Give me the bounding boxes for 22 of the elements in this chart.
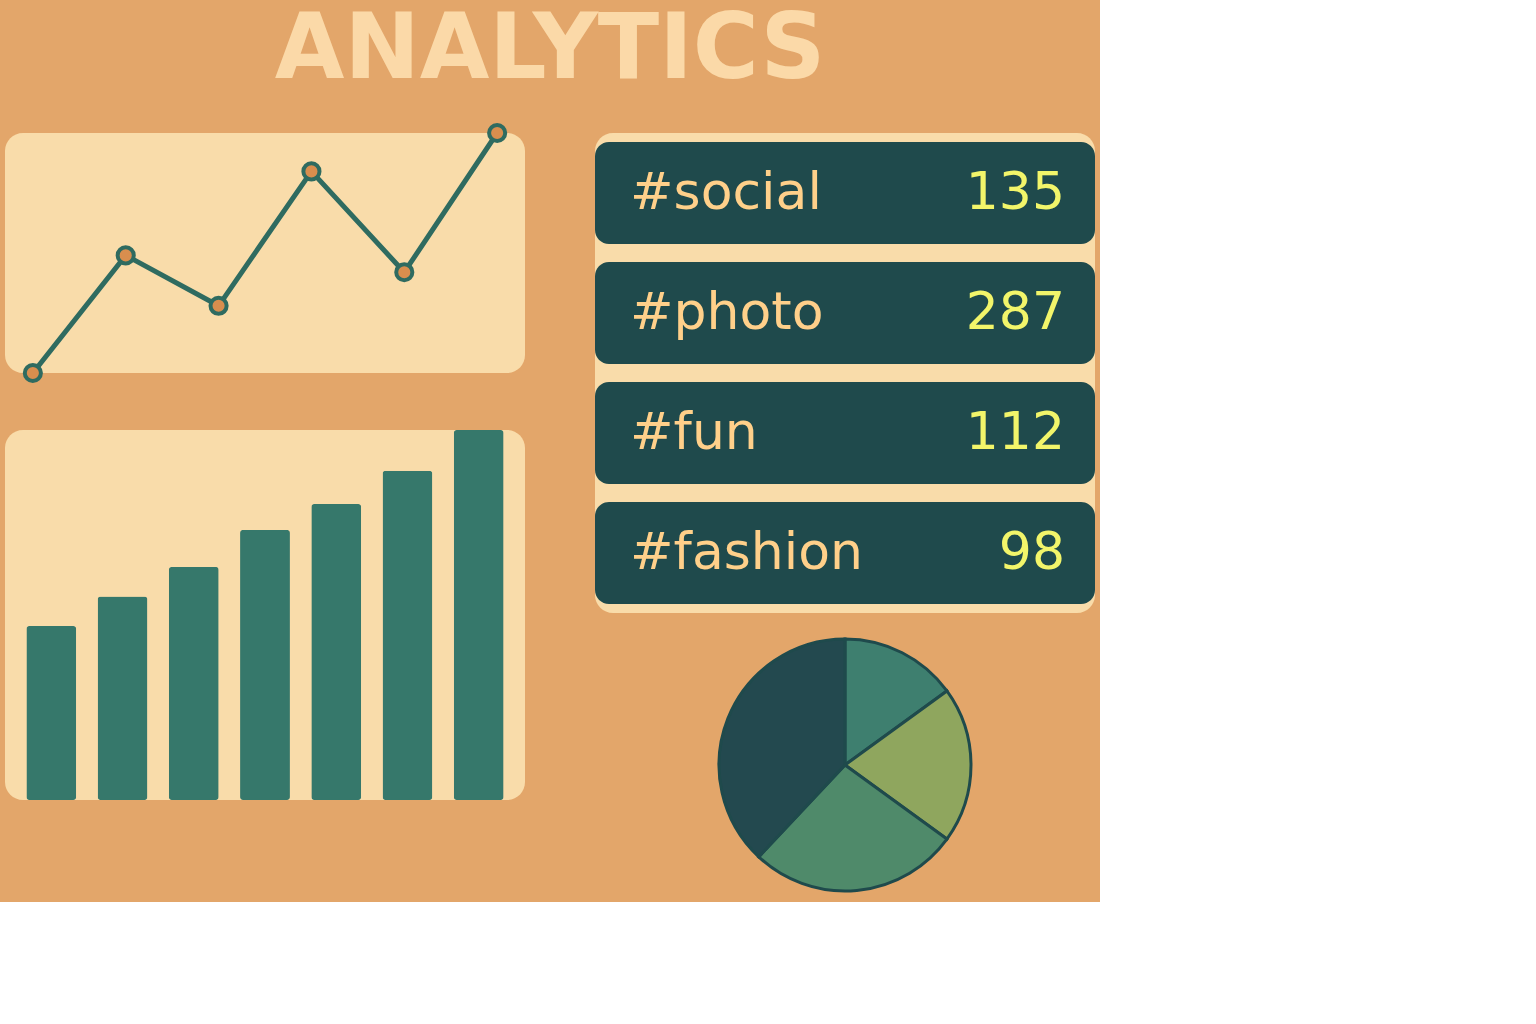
data-label: 98: [998, 521, 1065, 581]
bar: [168, 566, 219, 800]
category-label: #social: [630, 161, 822, 221]
point: [22, 362, 43, 384]
bar: [97, 596, 148, 800]
data-label: 135: [965, 161, 1065, 221]
point: [208, 295, 229, 316]
point: [301, 161, 322, 182]
data-label: 287: [965, 281, 1065, 341]
category-label: #photo: [630, 281, 824, 341]
data-label: 112: [965, 401, 1065, 461]
chart-title: ANALYTICS: [274, 0, 826, 99]
bar: [240, 529, 290, 800]
bar: [453, 430, 504, 800]
category-label: #fashion: [630, 521, 864, 581]
point: [394, 262, 415, 283]
bar: [382, 470, 433, 800]
point: [487, 122, 508, 144]
category-label: #fun: [630, 401, 758, 461]
bar: [26, 626, 77, 800]
point: [115, 245, 136, 266]
bar: [311, 504, 362, 800]
